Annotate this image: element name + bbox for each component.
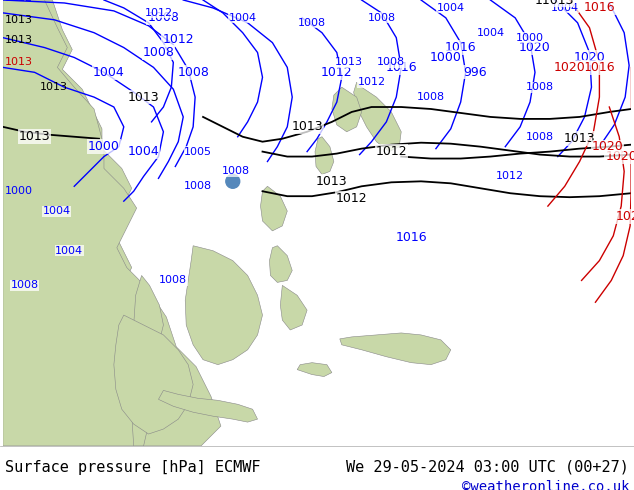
Text: 1008: 1008 [11,280,39,291]
Text: 1008: 1008 [184,181,212,191]
Text: 1016: 1016 [583,1,615,14]
Text: 1013: 1013 [19,130,51,143]
Text: 1013: 1013 [291,121,323,133]
Text: ©weatheronline.co.uk: ©weatheronline.co.uk [462,480,629,490]
Text: 1013: 1013 [39,82,68,92]
Polygon shape [332,87,361,132]
Text: 1016: 1016 [396,231,427,245]
Text: 1012: 1012 [162,33,194,46]
Text: 1008: 1008 [377,57,405,68]
Text: 1004: 1004 [551,3,579,13]
Text: 1012: 1012 [375,145,407,158]
Polygon shape [261,186,287,231]
Text: 1004: 1004 [437,3,465,13]
Text: 1013: 1013 [5,35,33,45]
Text: 1008: 1008 [526,132,554,142]
Polygon shape [185,246,262,365]
Text: 1012: 1012 [5,0,33,3]
Text: Surface pressure [hPa] ECMWF: Surface pressure [hPa] ECMWF [5,460,261,475]
Text: 1013: 1013 [5,57,33,68]
Text: 1000: 1000 [516,33,544,43]
Text: 1020: 1020 [519,41,551,54]
Text: 1004: 1004 [127,145,160,158]
Text: 1004: 1004 [93,66,125,79]
Text: 1020: 1020 [615,210,634,222]
Text: 1012: 1012 [358,77,385,87]
Text: 1008: 1008 [143,46,174,59]
Text: 1000: 1000 [88,140,120,153]
Text: 1012: 1012 [336,192,368,205]
Circle shape [226,174,240,188]
Polygon shape [3,0,132,406]
Text: 1012: 1012 [145,8,172,18]
Text: 1020: 1020 [574,51,605,64]
Text: 1004: 1004 [476,28,505,38]
Text: 1008: 1008 [159,275,188,285]
Text: 1008: 1008 [222,167,250,176]
Text: 1012: 1012 [321,66,353,79]
Polygon shape [340,333,451,365]
Polygon shape [269,246,292,282]
Text: 1013: 1013 [128,91,159,103]
Text: 1013: 1013 [335,57,363,68]
Text: 1013: 1013 [316,175,347,188]
Polygon shape [280,285,307,330]
Text: 1013: 1013 [564,132,595,145]
Polygon shape [297,363,332,376]
Text: 1008: 1008 [367,13,396,23]
Text: 1000: 1000 [5,186,33,196]
Text: 1013: 1013 [5,15,33,25]
Text: 1008: 1008 [148,11,179,24]
Polygon shape [3,0,221,446]
Text: 1004: 1004 [42,206,70,216]
Text: 1008: 1008 [526,82,554,92]
Text: 1016: 1016 [583,61,615,74]
Text: 1016: 1016 [445,41,477,54]
Text: We 29-05-2024 03:00 UTC (00+27): We 29-05-2024 03:00 UTC (00+27) [346,460,629,475]
Text: 1016: 1016 [385,61,417,74]
Text: 1020: 1020 [554,61,586,74]
Polygon shape [315,137,334,174]
Text: 1000: 1000 [430,51,462,64]
Text: 996: 996 [463,66,488,79]
Polygon shape [354,82,401,151]
Text: 1020: 1020 [605,150,634,163]
Text: 1020: 1020 [592,140,623,153]
Polygon shape [132,275,164,446]
Text: 1004: 1004 [55,245,83,256]
Text: 1008: 1008 [177,66,209,79]
Text: 1008: 1008 [298,18,326,28]
Text: 1005: 1005 [184,147,212,157]
Polygon shape [114,315,193,434]
Polygon shape [158,391,257,422]
Text: 1012: 1012 [496,172,524,181]
Text: 1004: 1004 [229,13,257,23]
Text: 11013: 11013 [535,0,574,6]
Text: 1008: 1008 [417,92,445,102]
